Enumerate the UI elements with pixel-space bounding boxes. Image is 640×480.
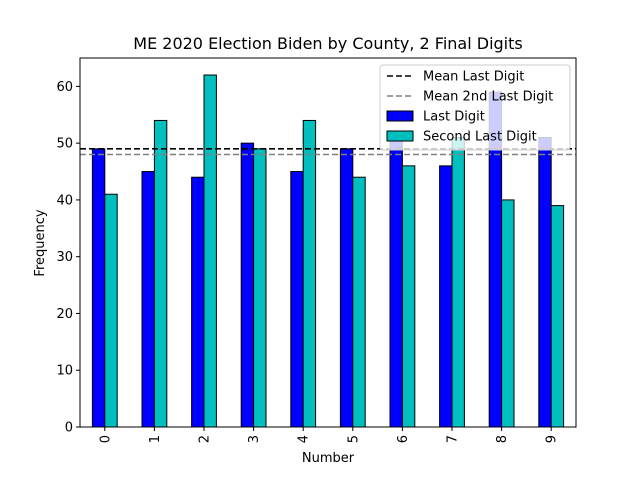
legend: Mean Last Digit Mean 2nd Last Digit Last D… xyxy=(379,64,571,151)
legend-label-mean-second-last-digit: Mean 2nd Last Digit xyxy=(423,90,553,105)
y-tick-label: 10 xyxy=(56,364,73,379)
bar-last-digit-0 xyxy=(91,148,106,428)
bar-second-last-digit-8 xyxy=(501,199,515,428)
x-tick-label: 0 xyxy=(98,435,113,443)
legend-label-second-last-digit: Second Last Digit xyxy=(423,130,537,145)
bar-second-last-digit-2 xyxy=(203,74,217,428)
x-tick-label: 1 xyxy=(148,435,163,443)
y-tick-label: 40 xyxy=(56,193,73,208)
y-tick-label: 30 xyxy=(56,250,73,265)
x-tick-label: 4 xyxy=(297,435,312,443)
legend-box xyxy=(379,64,571,151)
x-tick-label: 5 xyxy=(346,435,361,443)
bar-second-last-digit-6 xyxy=(401,165,416,428)
bar-last-digit-3 xyxy=(240,142,255,428)
x-tick-label: 6 xyxy=(396,435,411,443)
bar-last-digit-5 xyxy=(339,148,354,428)
y-tick-label: 60 xyxy=(56,80,73,95)
bar-last-digit-7 xyxy=(439,165,453,428)
plot-frame xyxy=(79,57,577,428)
bar-second-last-digit-5 xyxy=(352,176,366,428)
x-tick-label: 3 xyxy=(247,435,262,443)
bar-second-last-digit-0 xyxy=(104,193,118,428)
bar-second-last-digit-9 xyxy=(550,205,565,428)
legend-label-mean-last-digit: Mean Last Digit xyxy=(423,70,524,85)
x-axis-title: Number xyxy=(302,451,355,466)
x-tick-label: 2 xyxy=(198,435,213,443)
bar-second-last-digit-4 xyxy=(302,119,317,428)
y-axis-title: Frequency xyxy=(33,209,48,276)
y-tick-label: 0 xyxy=(65,421,73,436)
bar-second-last-digit-7 xyxy=(451,136,465,428)
legend-label-last-digit: Last Digit xyxy=(423,110,485,125)
x-tick-label: 9 xyxy=(545,435,560,443)
legend-swatch-last-digit xyxy=(386,110,414,122)
bar-last-digit-9 xyxy=(538,136,552,428)
y-tick-label: 20 xyxy=(56,307,73,322)
plot-area: 0 10 20 30 40 50 60 0 1 2 3 4 5 6 7 8 9 xyxy=(56,57,577,443)
chart-title: ME 2020 Election Biden by County, 2 Fina… xyxy=(133,34,522,53)
x-tick-label: 8 xyxy=(495,435,510,443)
bar-last-digit-4 xyxy=(290,171,304,428)
bar-second-last-digit-3 xyxy=(253,148,267,428)
bar-last-digit-1 xyxy=(141,171,155,428)
bar-second-last-digit-1 xyxy=(153,119,168,428)
bar-last-digit-6 xyxy=(389,131,403,428)
x-tick-label: 7 xyxy=(446,435,461,443)
y-tick-label: 50 xyxy=(56,137,73,152)
legend-swatch-second-last-digit xyxy=(386,130,414,142)
bar-last-digit-2 xyxy=(191,176,205,428)
